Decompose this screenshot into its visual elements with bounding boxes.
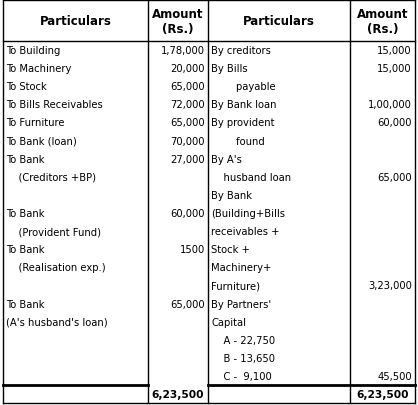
Text: Furniture): Furniture) xyxy=(211,281,260,291)
Text: To Bank: To Bank xyxy=(6,209,44,218)
Text: 65,000: 65,000 xyxy=(171,118,205,128)
Text: Particulars: Particulars xyxy=(243,15,315,28)
Text: 70,000: 70,000 xyxy=(171,136,205,146)
Text: husband loan: husband loan xyxy=(211,173,291,182)
Text: found: found xyxy=(211,136,265,146)
Text: (A's husband's loan): (A's husband's loan) xyxy=(6,317,107,327)
Text: (Provident Fund): (Provident Fund) xyxy=(6,226,101,237)
Text: Amount
(Rs.): Amount (Rs.) xyxy=(357,7,408,35)
Text: By Bank loan: By Bank loan xyxy=(211,100,276,110)
Text: Stock +: Stock + xyxy=(211,245,250,255)
Text: 6,23,500: 6,23,500 xyxy=(356,389,409,399)
Text: payable: payable xyxy=(211,82,275,92)
Text: 27,000: 27,000 xyxy=(171,154,205,164)
Text: 60,000: 60,000 xyxy=(171,209,205,218)
Text: By provident: By provident xyxy=(211,118,275,128)
Text: 3,23,000: 3,23,000 xyxy=(368,281,412,291)
Text: To Bank (loan): To Bank (loan) xyxy=(6,136,77,146)
Text: (Creditors +BP): (Creditors +BP) xyxy=(6,173,96,182)
Text: 1500: 1500 xyxy=(180,245,205,255)
Text: 65,000: 65,000 xyxy=(377,173,412,182)
Text: 45,500: 45,500 xyxy=(377,371,412,381)
Text: By Bank: By Bank xyxy=(211,190,252,200)
Text: B - 13,650: B - 13,650 xyxy=(211,353,275,363)
Text: 6,23,500: 6,23,500 xyxy=(152,389,204,399)
Text: 72,000: 72,000 xyxy=(171,100,205,110)
Text: By Bills: By Bills xyxy=(211,64,247,74)
Text: Machinery+: Machinery+ xyxy=(211,263,271,273)
Text: 1,78,000: 1,78,000 xyxy=(161,46,205,56)
Text: 65,000: 65,000 xyxy=(171,82,205,92)
Text: 60,000: 60,000 xyxy=(377,118,412,128)
Text: Amount
(Rs.): Amount (Rs.) xyxy=(152,7,204,35)
Text: To Bills Receivables: To Bills Receivables xyxy=(6,100,103,110)
Text: receivables +: receivables + xyxy=(211,226,280,237)
Text: By Partners': By Partners' xyxy=(211,299,271,309)
Text: To Building: To Building xyxy=(6,46,60,56)
Text: 1,00,000: 1,00,000 xyxy=(368,100,412,110)
Text: 15,000: 15,000 xyxy=(377,64,412,74)
Text: C -  9,100: C - 9,100 xyxy=(211,371,272,381)
Text: To Machinery: To Machinery xyxy=(6,64,71,74)
Text: Particulars: Particulars xyxy=(40,15,112,28)
Text: (Building+Bills: (Building+Bills xyxy=(211,209,285,218)
Text: To Stock: To Stock xyxy=(6,82,47,92)
Text: A - 22,750: A - 22,750 xyxy=(211,335,275,345)
Text: 20,000: 20,000 xyxy=(171,64,205,74)
Text: To Bank: To Bank xyxy=(6,299,44,309)
Text: Capital: Capital xyxy=(211,317,246,327)
Text: 15,000: 15,000 xyxy=(377,46,412,56)
Text: 65,000: 65,000 xyxy=(171,299,205,309)
Text: To Bank: To Bank xyxy=(6,245,44,255)
Text: (Realisation exp.): (Realisation exp.) xyxy=(6,263,106,273)
Text: By creditors: By creditors xyxy=(211,46,271,56)
Text: By A's: By A's xyxy=(211,154,242,164)
Text: To Furniture: To Furniture xyxy=(6,118,64,128)
Text: To Bank: To Bank xyxy=(6,154,44,164)
